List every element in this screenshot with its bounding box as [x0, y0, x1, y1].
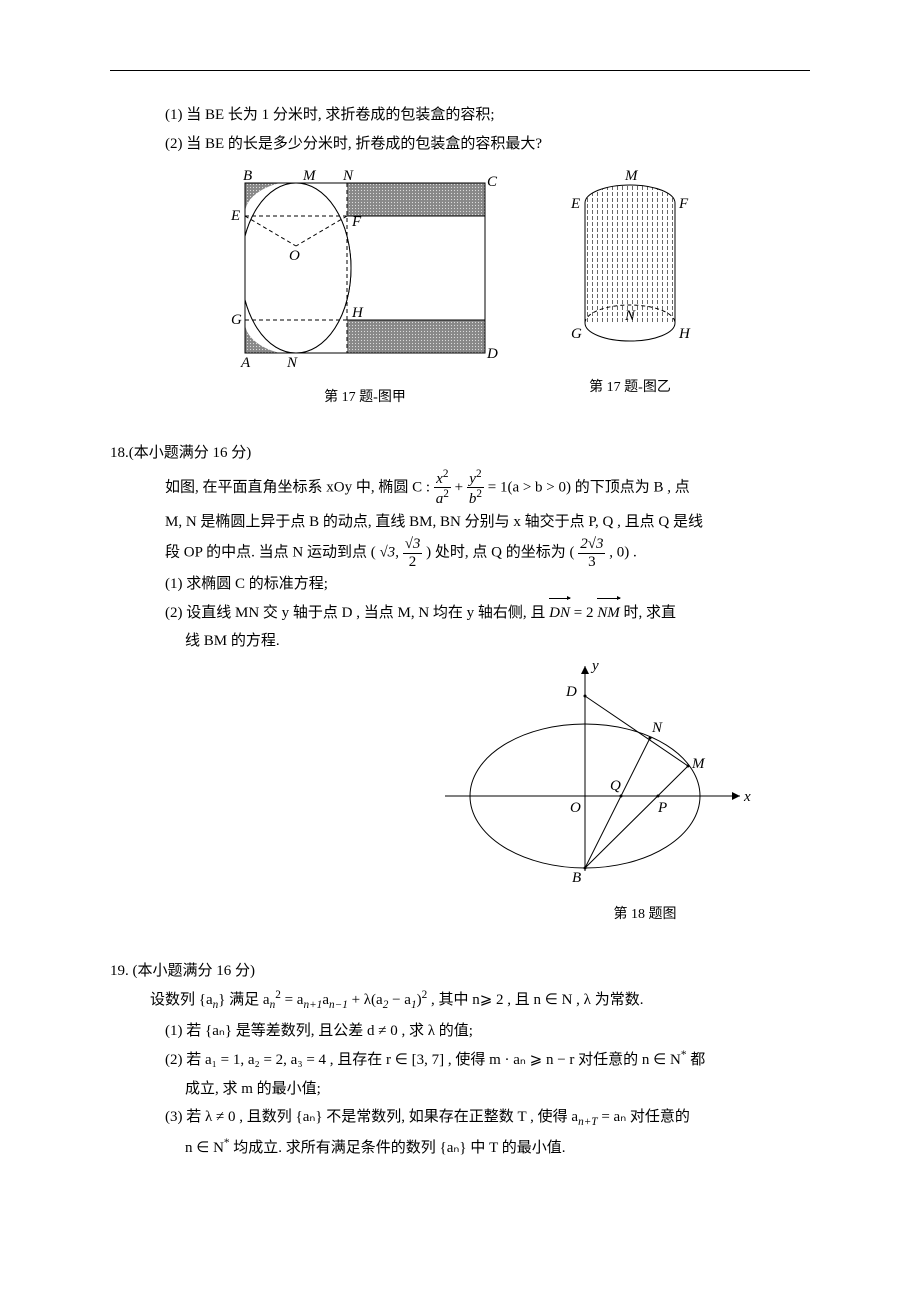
q17-fig-left-wrap: B M N C E F O G H A N D 第 17 题-图甲 — [225, 168, 505, 411]
q18-sub2: (2) 设直线 MN 交 y 轴于点 D , 当点 M, N 均在 y 轴右侧,… — [165, 599, 810, 628]
svg-text:A: A — [240, 355, 251, 368]
svg-text:H: H — [678, 326, 691, 342]
q17-p1-text: (1) 当 BE 长为 1 分米时, 求折卷成的包装盒的容积; — [165, 107, 495, 123]
svg-text:M: M — [302, 168, 317, 184]
svg-text:C: C — [487, 174, 498, 190]
q18-l1b: = 1(a > b > 0) 的下顶点为 B , 点 — [488, 479, 690, 495]
q18-line1: 如图, 在平面直角坐标系 xOy 中, 椭圆 C : x2 a2 + y2 b2… — [165, 468, 810, 508]
q17-fig-right-caption: 第 17 题-图乙 — [565, 375, 695, 402]
svg-text:Q: Q — [610, 778, 621, 794]
svg-text:O: O — [570, 800, 581, 816]
q18-head: 18.(本小题满分 16 分) — [110, 439, 810, 468]
q18-s2a: (2) 设直线 MN 交 y 轴于点 D , 当点 M, N 均在 y 轴右侧,… — [165, 605, 549, 621]
q19: 19. (本小题满分 16 分) 设数列 {an} 满足 an2 = an+1a… — [110, 957, 810, 1163]
svg-text:D: D — [486, 346, 498, 362]
svg-text:P: P — [657, 800, 667, 816]
q19-sub2c: 成立, 求 m 的最小值; — [185, 1075, 810, 1104]
svg-text:y: y — [590, 658, 599, 674]
svg-text:N: N — [651, 720, 663, 736]
q18-figure: x y O B D M N P Q — [440, 656, 760, 886]
q17-fig-left-caption: 第 17 题-图甲 — [225, 385, 505, 412]
svg-text:x: x — [743, 789, 751, 805]
vec-DN: DN — [549, 599, 570, 628]
svg-text:H: H — [351, 305, 364, 321]
q17-fig-right-wrap: M E F G H N 第 17 题-图乙 — [565, 168, 695, 411]
plus-sign: + — [455, 479, 467, 495]
q18-fracQ: 2√3 3 — [578, 536, 605, 570]
q19-sub1: (1) 若 {aₙ} 是等差数列, 且公差 d ≠ 0 , 求 λ 的值; — [165, 1017, 810, 1046]
svg-text:B: B — [572, 870, 581, 886]
q18-fracN: √3 2 — [403, 536, 423, 570]
svg-text:N: N — [624, 308, 636, 324]
q18: 18.(本小题满分 16 分) 如图, 在平面直角坐标系 xOy 中, 椭圆 C… — [110, 439, 810, 929]
q19-line1: 设数列 {an} 满足 an2 = an+1an−1 + λ(a2 − a1)2… — [150, 985, 810, 1016]
svg-text:E: E — [570, 196, 580, 212]
vec-NM: NM — [597, 599, 620, 628]
svg-text:G: G — [231, 312, 242, 328]
q18-l3a: 段 OP 的中点. 当点 N 运动到点 ( — [165, 545, 376, 561]
q18-eq2: = 2 — [574, 605, 594, 621]
q18-sub2c: 线 BM 的方程. — [185, 627, 810, 656]
q19-sub3b: n ∈ N* 均成立. 求所有满足条件的数列 {aₙ} 中 T 的最小值. — [185, 1133, 810, 1163]
q18-sqrt3: √3 — [379, 545, 395, 561]
q19-head: 19. (本小题满分 16 分) — [110, 957, 810, 986]
top-rule — [110, 70, 810, 71]
svg-text:D: D — [565, 684, 577, 700]
q17-figure-row: B M N C E F O G H A N D 第 17 题-图甲 — [110, 168, 810, 411]
svg-text:N: N — [342, 168, 354, 184]
q18-line3: 段 OP 的中点. 当点 N 运动到点 ( √3, √3 2 ) 处时, 点 Q… — [165, 536, 810, 570]
svg-text:E: E — [230, 208, 240, 224]
q17-p2-text: (2) 当 BE 的长是多少分米时, 折卷成的包装盒的容积最大? — [165, 136, 542, 152]
q17-fig-right: M E F G H N — [565, 168, 695, 358]
q18-l1a: 如图, 在平面直角坐标系 xOy 中, 椭圆 C : — [165, 479, 430, 495]
q17-fig-left: B M N C E F O G H A N D — [225, 168, 505, 368]
q19-sub3: (3) 若 λ ≠ 0 , 且数列 {aₙ} 不是常数列, 如果存在正整数 T … — [165, 1103, 810, 1133]
q18-frac1: x2 a2 — [434, 468, 451, 508]
q18-sub1: (1) 求椭圆 C 的标准方程; — [165, 570, 810, 599]
svg-text:M: M — [624, 168, 639, 184]
q18-l3b: ) 处时, 点 Q 的坐标为 ( — [426, 545, 574, 561]
svg-text:B: B — [243, 168, 252, 184]
q17-part1: (1) 当 BE 长为 1 分米时, 求折卷成的包装盒的容积; — [165, 101, 810, 130]
q18-figure-wrap: x y O B D M N P Q 第 18 题图 — [440, 656, 810, 929]
q18-frac2: y2 b2 — [467, 468, 484, 508]
svg-text:N: N — [286, 355, 298, 368]
svg-text:O: O — [289, 248, 300, 264]
q18-fig-caption: 第 18 题图 — [480, 902, 810, 929]
svg-text:G: G — [571, 326, 582, 342]
q19-sub2: (2) 若 a₁ = 1, a₂ = 2, a₃ = 4 , 且存在 r ∈ [… — [165, 1045, 810, 1075]
svg-text:M: M — [691, 756, 706, 772]
q17-part2: (2) 当 BE 的长是多少分米时, 折卷成的包装盒的容积最大? — [165, 130, 810, 159]
svg-text:F: F — [678, 196, 689, 212]
q18-s2b: 时, 求直 — [623, 605, 676, 621]
q18-line2: M, N 是椭圆上异于点 B 的动点, 直线 BM, BN 分别与 x 轴交于点… — [165, 508, 810, 537]
svg-text:F: F — [351, 214, 362, 230]
q18-l3c: , 0) . — [609, 545, 637, 561]
